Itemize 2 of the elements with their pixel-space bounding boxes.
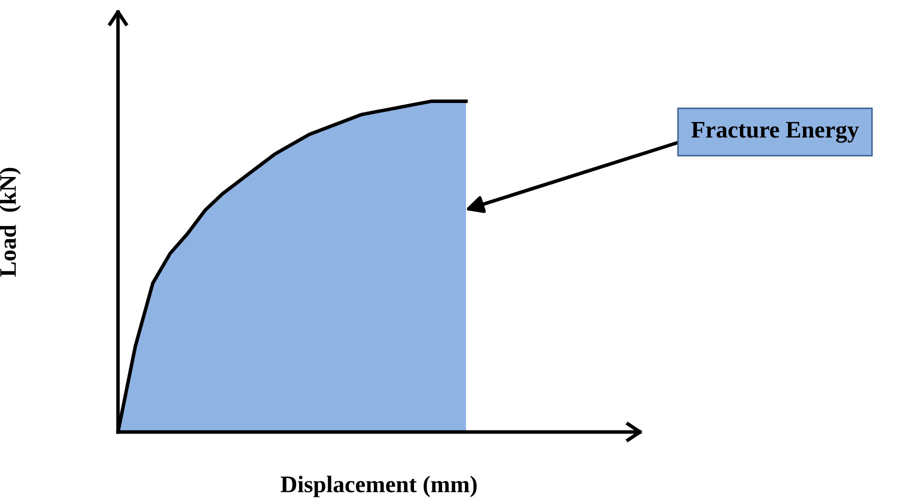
text: Fracture Energy [691,122,859,143]
x-axis-title: Displacement (mm) [280,476,477,498]
